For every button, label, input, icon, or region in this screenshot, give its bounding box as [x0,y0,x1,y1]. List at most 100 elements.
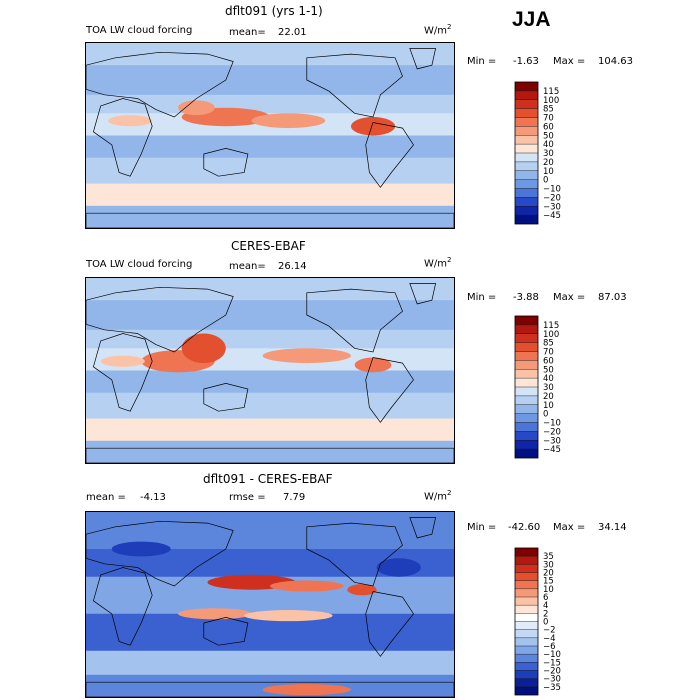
colorbar-tick-label: −10 [543,650,561,660]
map-blob [108,115,153,127]
colorbar-tick-label: −10 [543,185,561,195]
map-band [86,300,454,331]
colorbar-swatch [515,153,538,162]
coastline [409,517,437,539]
colorbar-swatch [515,342,538,352]
map-svg [86,278,454,463]
colorbar-swatch [515,686,538,695]
coastline [86,286,234,353]
colorbar-swatch [515,662,538,671]
colorbar-tick-label: 4 [543,601,548,611]
panel-title: dflt091 - CERES-EBAF [203,472,333,486]
colorbar-tick-label: 85 [543,339,554,349]
coastline [92,98,153,177]
colorbar: 35 30 20 15 10 6 4 2 0 −2 −4 −6 −10 −15 −20 −30 −35 [514,547,575,696]
units-exponent: 2 [447,23,452,31]
colorbar-tick-label: 30 [543,383,554,393]
colorbar-tick-label: 50 [543,365,554,375]
coastline [86,447,454,463]
colorbar-swatch [515,126,538,136]
colorbar-tick-label: −30 [543,675,561,685]
colorbar-swatch [515,378,538,387]
colorbar-swatch [515,556,538,565]
colorbar-swatch [515,580,538,589]
map-blob [251,113,326,129]
map-band [86,418,454,442]
units-label: W/m2 [424,256,451,269]
mean-label: mean = [86,492,126,503]
colorbar-tick-label: 40 [543,374,554,384]
map-blob [376,558,421,577]
colorbar-tick-label: −30 [543,436,561,446]
coastline [306,522,403,587]
colorbar-tick-label: −45 [543,445,561,455]
colorbar-tick-label: −35 [543,683,561,693]
map-blob [100,355,145,367]
map-band [86,440,454,463]
colorbar-tick-label: −2 [543,626,556,636]
map-blob [244,610,333,622]
colorbar-tick-label: 30 [543,149,554,159]
colorbar-tick-label: 0 [543,410,548,420]
coastline [409,48,437,70]
colorbar-swatch [515,449,538,458]
colorbar-tick-label: −4 [543,634,556,644]
map-blob [262,348,351,364]
colorbar-swatch [515,351,538,361]
min-label: Min = [467,522,497,533]
colorbar-tick-label: 60 [543,122,554,132]
colorbar-tick-label: −20 [543,427,561,437]
colorbar-swatch [515,572,538,581]
colorbar-swatch [515,431,538,441]
map-band [86,94,454,115]
map-band [86,135,454,159]
map-band [86,392,454,420]
mean-label: mean= [229,27,266,38]
colorbar-tick-label: 115 [543,87,559,97]
colorbar-tick-label: 15 [543,577,554,587]
colorbar-tick-label: 100 [543,96,559,106]
colorbar-swatch [515,440,538,450]
colorbar-swatch [515,316,538,325]
mean-value: 22.01 [278,27,307,38]
map-panel-model [85,42,455,229]
max-value: 104.63 [598,56,633,67]
colorbar-tick-label: 30 [543,560,554,570]
colorbar-swatch [515,597,538,606]
coastline [306,288,403,353]
colorbar-tick-label: −20 [543,193,561,203]
coastline [92,333,153,412]
colorbar-tick-label: 20 [543,158,554,168]
map-blob [354,357,392,373]
map-blob [262,684,351,696]
colorbar-tick-label: −15 [543,658,561,668]
colorbar-tick-label: 100 [543,330,559,340]
colorbar-swatch [515,360,538,370]
coastline [86,681,454,697]
map-blob [347,584,377,596]
colorbar-swatch [515,422,538,432]
units-exponent: 2 [447,256,452,264]
colorbar-swatch [515,605,538,614]
units-label: W/m2 [424,489,451,502]
colorbar-tick-label: 70 [543,114,554,124]
colorbar-tick-label: −6 [543,642,556,652]
colorbar-tick-label: 0 [543,176,548,186]
colorbar-swatch [515,324,538,334]
colorbar-swatch [515,206,538,216]
map-band [86,674,454,697]
rmse-value: 7.79 [283,492,306,503]
colorbar-tick-label: 60 [543,356,554,366]
colorbar-swatch [515,369,538,379]
max-value: 34.14 [598,522,627,533]
coastline [306,53,403,118]
coastline [92,567,153,646]
colorbar-tick-label: −45 [543,211,561,221]
variable-label: TOA LW cloud forcing [86,259,193,270]
units-text: W/m [424,25,447,37]
map-band [86,65,454,96]
coastline [203,617,249,646]
colorbar-swatch [515,99,538,109]
colorbar-tick-label: 70 [543,348,554,358]
rmse-label: rmse = [229,492,266,503]
